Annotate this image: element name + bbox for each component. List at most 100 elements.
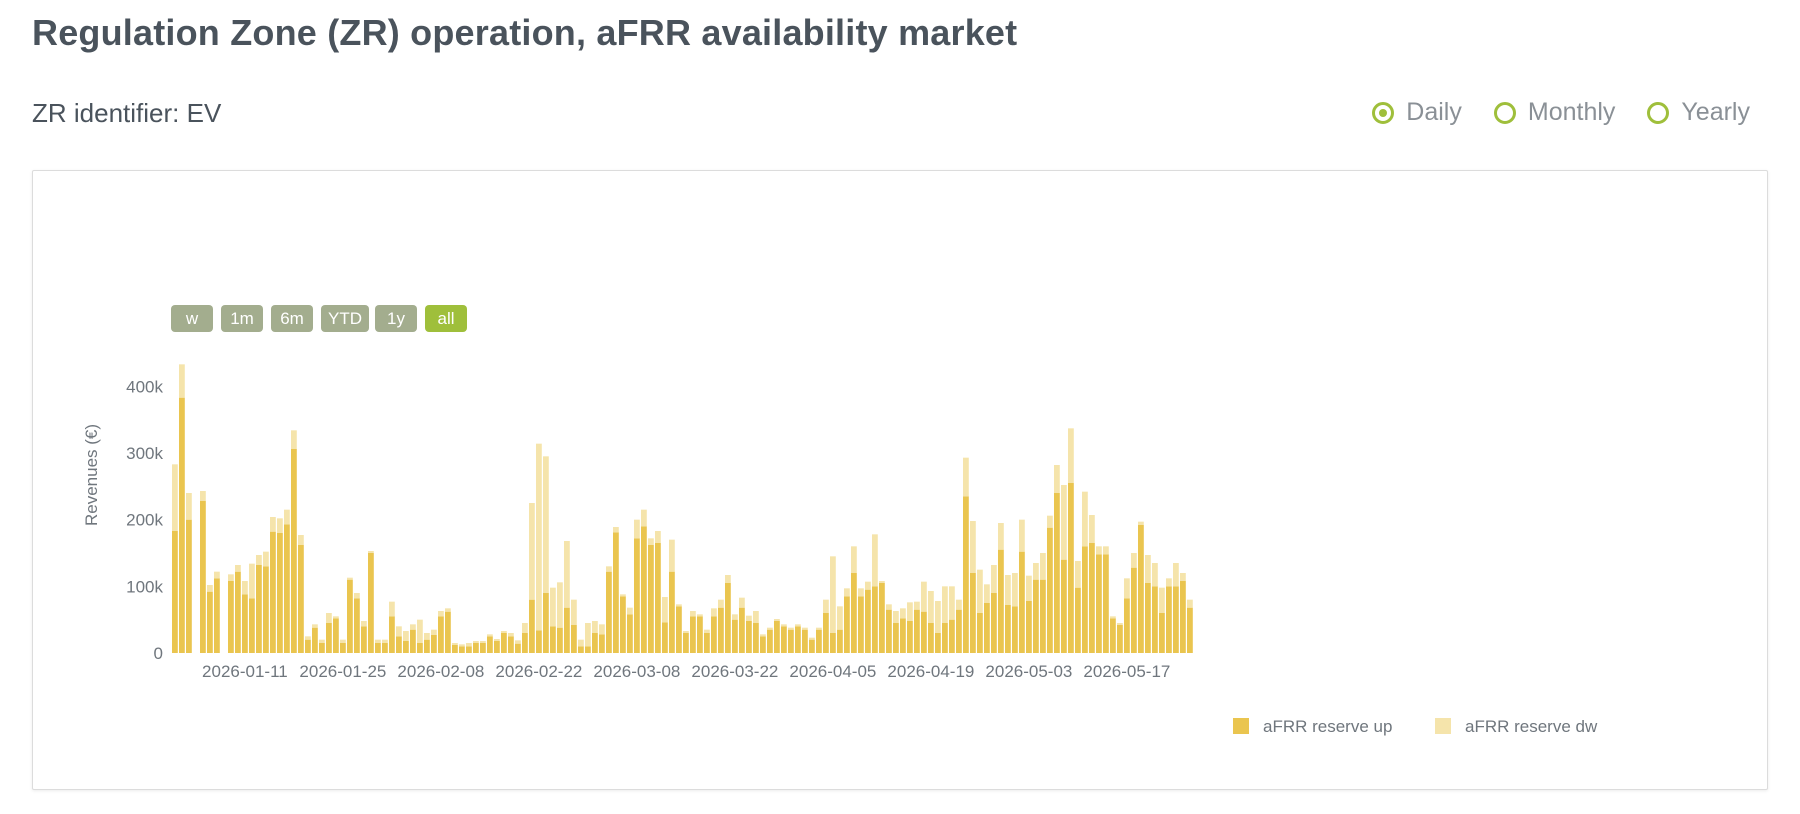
- bar-reserve-up[interactable]: [319, 643, 325, 653]
- bar-reserve-up[interactable]: [459, 646, 465, 653]
- bar-reserve-up[interactable]: [480, 643, 486, 653]
- bar-reserve-up[interactable]: [214, 578, 220, 653]
- bar-reserve-dw[interactable]: [872, 534, 878, 587]
- bar-reserve-up[interactable]: [291, 449, 297, 653]
- bar-reserve-dw[interactable]: [788, 627, 794, 630]
- bar-reserve-up[interactable]: [207, 591, 213, 653]
- bar-reserve-dw[interactable]: [893, 611, 899, 623]
- bar-reserve-dw[interactable]: [424, 633, 430, 640]
- bar-reserve-dw[interactable]: [851, 546, 857, 573]
- bar-reserve-dw[interactable]: [592, 621, 598, 633]
- bar-reserve-up[interactable]: [725, 583, 731, 653]
- bar-reserve-dw[interactable]: [718, 599, 724, 608]
- bar-reserve-up[interactable]: [606, 571, 612, 653]
- bar-reserve-up[interactable]: [858, 596, 864, 653]
- bar-reserve-dw[interactable]: [200, 491, 206, 501]
- bar-reserve-up[interactable]: [1131, 567, 1137, 653]
- bar-reserve-up[interactable]: [1019, 551, 1025, 653]
- bar-reserve-dw[interactable]: [452, 643, 458, 645]
- bar-reserve-up[interactable]: [795, 626, 801, 653]
- bar-reserve-up[interactable]: [417, 643, 423, 653]
- bar-reserve-dw[interactable]: [732, 614, 738, 620]
- bar-reserve-dw[interactable]: [1131, 553, 1137, 568]
- bar-reserve-up[interactable]: [375, 643, 381, 653]
- bar-reserve-dw[interactable]: [1026, 575, 1032, 601]
- bar-reserve-up[interactable]: [333, 618, 339, 653]
- bar-reserve-up[interactable]: [494, 641, 500, 653]
- bar-reserve-dw[interactable]: [480, 641, 486, 643]
- radio-unchecked-icon[interactable]: [1647, 101, 1670, 124]
- bar-reserve-up[interactable]: [788, 629, 794, 653]
- bar-reserve-up[interactable]: [669, 571, 675, 653]
- bar-reserve-up[interactable]: [571, 625, 577, 653]
- period-option-yearly[interactable]: Yearly: [1647, 98, 1750, 127]
- range-button-1y[interactable]: [375, 305, 417, 332]
- bar-reserve-up[interactable]: [704, 633, 710, 653]
- range-button-label[interactable]: YTD: [328, 309, 362, 328]
- bar-reserve-dw[interactable]: [571, 599, 577, 625]
- bar-reserve-up[interactable]: [781, 626, 787, 653]
- bar-reserve-dw[interactable]: [802, 627, 808, 630]
- bar-reserve-up[interactable]: [270, 531, 276, 653]
- bar-reserve-dw[interactable]: [487, 634, 493, 637]
- bar-reserve-up[interactable]: [634, 538, 640, 653]
- bar-reserve-up[interactable]: [641, 526, 647, 653]
- bar-reserve-dw[interactable]: [1054, 465, 1060, 493]
- bar-reserve-up[interactable]: [1145, 583, 1151, 653]
- range-button-label[interactable]: 6m: [280, 309, 304, 328]
- bar-reserve-dw[interactable]: [347, 577, 353, 580]
- range-button-label[interactable]: 1y: [387, 309, 405, 328]
- bar-reserve-up[interactable]: [823, 613, 829, 653]
- bar-reserve-dw[interactable]: [760, 634, 766, 637]
- bar-reserve-dw[interactable]: [1152, 563, 1158, 587]
- bar-reserve-up[interactable]: [305, 639, 311, 653]
- bar-reserve-dw[interactable]: [991, 565, 997, 593]
- bar-reserve-up[interactable]: [473, 643, 479, 653]
- bar-reserve-dw[interactable]: [1124, 578, 1130, 599]
- bar-reserve-up[interactable]: [1068, 483, 1074, 653]
- bar-reserve-dw[interactable]: [263, 551, 269, 567]
- bar-reserve-dw[interactable]: [1159, 587, 1165, 613]
- bar-reserve-up[interactable]: [1103, 554, 1109, 653]
- bar-reserve-up[interactable]: [452, 645, 458, 653]
- bar-reserve-up[interactable]: [872, 586, 878, 653]
- bar-reserve-up[interactable]: [774, 621, 780, 653]
- bar-reserve-up[interactable]: [536, 630, 542, 653]
- bar-reserve-up[interactable]: [466, 646, 472, 653]
- bar-reserve-up[interactable]: [529, 599, 535, 653]
- bar-reserve-up[interactable]: [382, 643, 388, 653]
- bar-reserve-up[interactable]: [592, 633, 598, 653]
- bar-reserve-dw[interactable]: [1075, 561, 1081, 588]
- bar-reserve-dw[interactable]: [865, 581, 871, 590]
- bar-reserve-up[interactable]: [564, 607, 570, 653]
- bar-reserve-up[interactable]: [1166, 586, 1172, 653]
- bar-reserve-up[interactable]: [739, 607, 745, 653]
- bar-reserve-dw[interactable]: [578, 639, 584, 647]
- bar-reserve-dw[interactable]: [1082, 491, 1088, 547]
- bar-reserve-dw[interactable]: [1145, 555, 1151, 583]
- bar-reserve-dw[interactable]: [1110, 616, 1116, 619]
- bar-reserve-up[interactable]: [963, 496, 969, 653]
- bar-reserve-dw[interactable]: [326, 613, 332, 623]
- bar-reserve-dw[interactable]: [949, 586, 955, 620]
- bar-reserve-dw[interactable]: [228, 574, 234, 581]
- bar-reserve-up[interactable]: [186, 519, 192, 653]
- bar-reserve-up[interactable]: [662, 622, 668, 653]
- bar-reserve-up[interactable]: [354, 598, 360, 653]
- bar-reserve-dw[interactable]: [1047, 515, 1053, 528]
- bar-reserve-dw[interactable]: [767, 627, 773, 630]
- bar-reserve-up[interactable]: [683, 633, 689, 653]
- bar-reserve-up[interactable]: [1082, 546, 1088, 653]
- bar-reserve-up[interactable]: [991, 593, 997, 653]
- bar-reserve-up[interactable]: [522, 633, 528, 653]
- bar-reserve-up[interactable]: [655, 543, 661, 653]
- bar-reserve-up[interactable]: [1117, 625, 1123, 653]
- bar-reserve-up[interactable]: [711, 616, 717, 653]
- bar-reserve-dw[interactable]: [830, 556, 836, 633]
- bar-reserve-dw[interactable]: [277, 518, 283, 533]
- bar-reserve-up[interactable]: [998, 549, 1004, 653]
- bar-reserve-dw[interactable]: [970, 521, 976, 573]
- bar-reserve-up[interactable]: [445, 611, 451, 653]
- bar-reserve-up[interactable]: [928, 623, 934, 653]
- bar-reserve-up[interactable]: [900, 618, 906, 653]
